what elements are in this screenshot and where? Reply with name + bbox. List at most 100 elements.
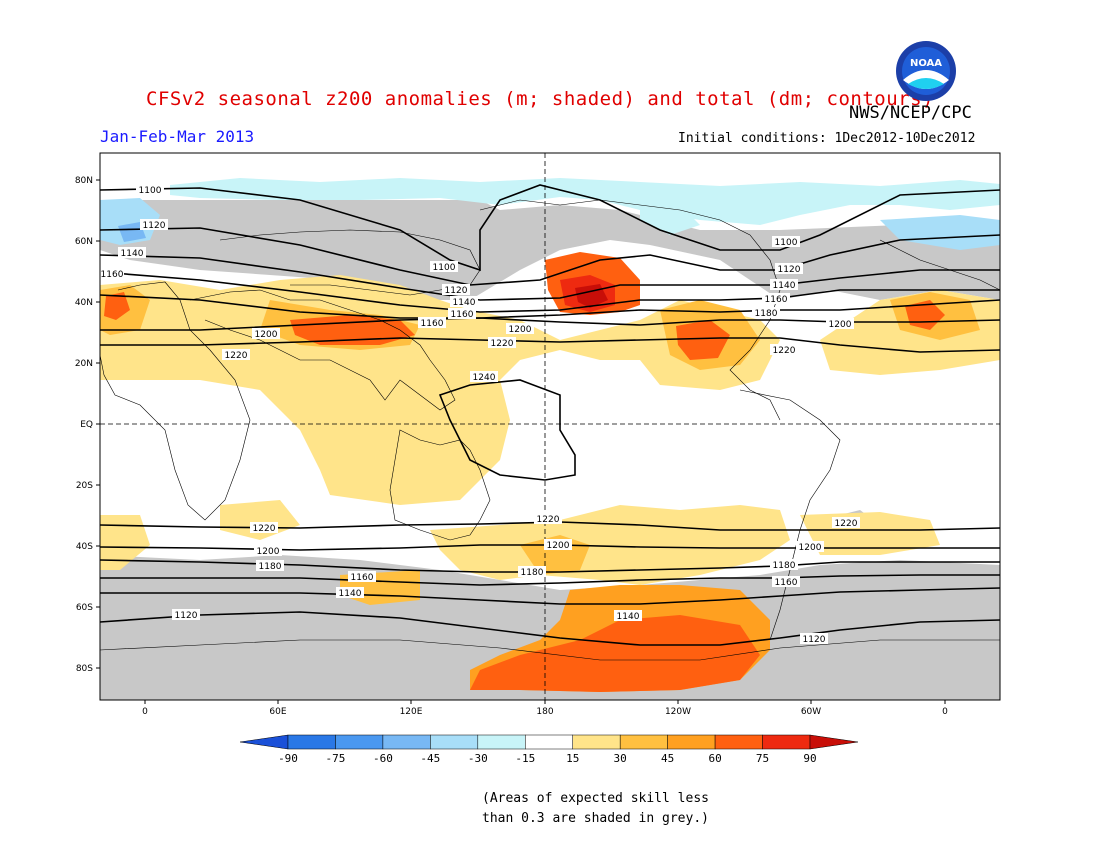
svg-text:1160: 1160 [101, 270, 124, 280]
svg-text:1100: 1100 [775, 238, 798, 248]
colorbar-label: 30 [614, 752, 627, 765]
svg-text:1140: 1140 [121, 249, 144, 259]
colorbar-label: 90 [803, 752, 816, 765]
contour-label: 1160 [348, 571, 376, 583]
colorbar-label: -15 [515, 752, 535, 765]
colorbar-swatch [714, 734, 763, 750]
lat-tick-label: 80N [75, 176, 93, 186]
lat-tick-label: EQ [80, 420, 93, 430]
contour-label: 1200 [826, 318, 854, 330]
lon-tick-label: 60E [269, 707, 286, 717]
contour-label: 1160 [100, 268, 124, 280]
colorbar-swatch [572, 734, 621, 750]
lat-tick-label: 40S [76, 542, 93, 552]
contour-label: 1120 [775, 263, 803, 275]
svg-text:1120: 1120 [143, 221, 166, 231]
skill-note-line2: than 0.3 are shaded in grey.) [482, 811, 709, 826]
svg-text:1180: 1180 [755, 309, 778, 319]
svg-text:1220: 1220 [835, 519, 858, 529]
colorbar-swatch [382, 734, 431, 750]
svg-text:1100: 1100 [139, 186, 162, 196]
contour-label: 1180 [256, 560, 284, 572]
colorbar-label: 75 [756, 752, 769, 765]
svg-text:1120: 1120 [445, 286, 468, 296]
lon-tick-label: 180 [536, 707, 553, 717]
contour-label: 1140 [118, 247, 146, 259]
height-contours [99, 184, 1001, 646]
lat-tick-label: 60N [75, 237, 93, 247]
lat-tick-label: 60S [76, 603, 93, 613]
contour-label: 1120 [442, 284, 470, 296]
colorbar-swatch [287, 734, 336, 750]
lat-tick-label: 80S [76, 664, 93, 674]
lon-tick-label: 0 [142, 707, 148, 717]
contour-labels: 1100 1100 1100 1120 1120 1120 1140 1140 … [100, 184, 860, 645]
skill-note-line1: (Areas of expected skill less [482, 791, 709, 806]
contour-label: 1200 [254, 545, 282, 557]
map-panel: 1100 1100 1100 1120 1120 1120 1140 1140 … [99, 152, 1001, 701]
svg-text:1200: 1200 [509, 325, 532, 335]
svg-text:1200: 1200 [547, 541, 570, 551]
contour-label: 1120 [800, 633, 828, 645]
svg-text:1160: 1160 [765, 295, 788, 305]
svg-text:1100: 1100 [433, 263, 456, 273]
lat-tick-label: 40N [75, 298, 93, 308]
contour-label: 1220 [222, 349, 250, 361]
svg-text:1180: 1180 [521, 568, 544, 578]
colorbar-swatch [667, 734, 716, 750]
contour-label: 1100 [772, 236, 800, 248]
svg-text:1160: 1160 [451, 310, 474, 320]
svg-text:1220: 1220 [491, 339, 514, 349]
colorbar: -90 -75 -60 -45 -30 -15 15 30 45 60 75 90 [239, 734, 859, 765]
colorbar-label: 15 [566, 752, 579, 765]
contour-label: 1200 [796, 541, 824, 553]
colorbar-swatch [762, 734, 811, 750]
contour-label: 1160 [448, 308, 476, 320]
contour-label: 1200 [252, 328, 280, 340]
contour-label: 1180 [770, 559, 798, 571]
colorbar-swatch [477, 734, 526, 750]
contour-label: 1200 [544, 539, 572, 551]
svg-text:1160: 1160 [351, 573, 374, 583]
svg-text:1140: 1140 [773, 281, 796, 291]
svg-text:1160: 1160 [421, 319, 444, 329]
contour-label: 1220 [832, 517, 860, 529]
svg-text:1220: 1220 [225, 351, 248, 361]
svg-text:1140: 1140 [617, 612, 640, 622]
colorbar-swatch [525, 734, 573, 750]
forecast-period: Jan-Feb-Mar 2013 [100, 127, 255, 146]
contour-label: 1200 [506, 323, 534, 335]
contour-label: 1120 [172, 609, 200, 621]
colorbar-swatch [619, 734, 668, 750]
contour-label: 1220 [488, 337, 516, 349]
svg-text:1140: 1140 [339, 589, 362, 599]
colorbar-label: -45 [420, 752, 440, 765]
svg-text:1220: 1220 [537, 515, 560, 525]
svg-text:1200: 1200 [257, 547, 280, 557]
svg-text:1120: 1120 [778, 265, 801, 275]
contour-label: 1160 [418, 317, 446, 329]
contour-label: 1140 [336, 587, 364, 599]
contour-label: 1160 [762, 293, 790, 305]
svg-text:1240: 1240 [473, 373, 496, 383]
svg-text:1200: 1200 [829, 320, 852, 330]
contour-label: 1100 [430, 261, 458, 273]
contour-label: 1140 [770, 279, 798, 291]
map-title: CFSv2 seasonal z200 anomalies (m; shaded… [146, 88, 934, 110]
lon-tick-label: 60W [801, 707, 821, 717]
svg-text:1180: 1180 [773, 561, 796, 571]
noaa-logo-text: NOAA [910, 58, 942, 69]
longitude-axis: 0 60E 120E 180 120W 60W 0 [142, 700, 948, 717]
colorbar-label: -30 [468, 752, 488, 765]
contour-label: 1140 [450, 296, 478, 308]
colorbar-swatch [430, 734, 479, 750]
contour-label: 1220 [534, 513, 562, 525]
initial-conditions: Initial conditions: 1Dec2012-10Dec2012 [678, 131, 976, 146]
svg-text:1200: 1200 [799, 543, 822, 553]
svg-text:1220: 1220 [253, 524, 276, 534]
svg-text:1220: 1220 [773, 346, 796, 356]
reference-lines [100, 153, 1000, 700]
negative-anomaly-areas [100, 178, 1000, 250]
colorbar-label: 60 [708, 752, 721, 765]
